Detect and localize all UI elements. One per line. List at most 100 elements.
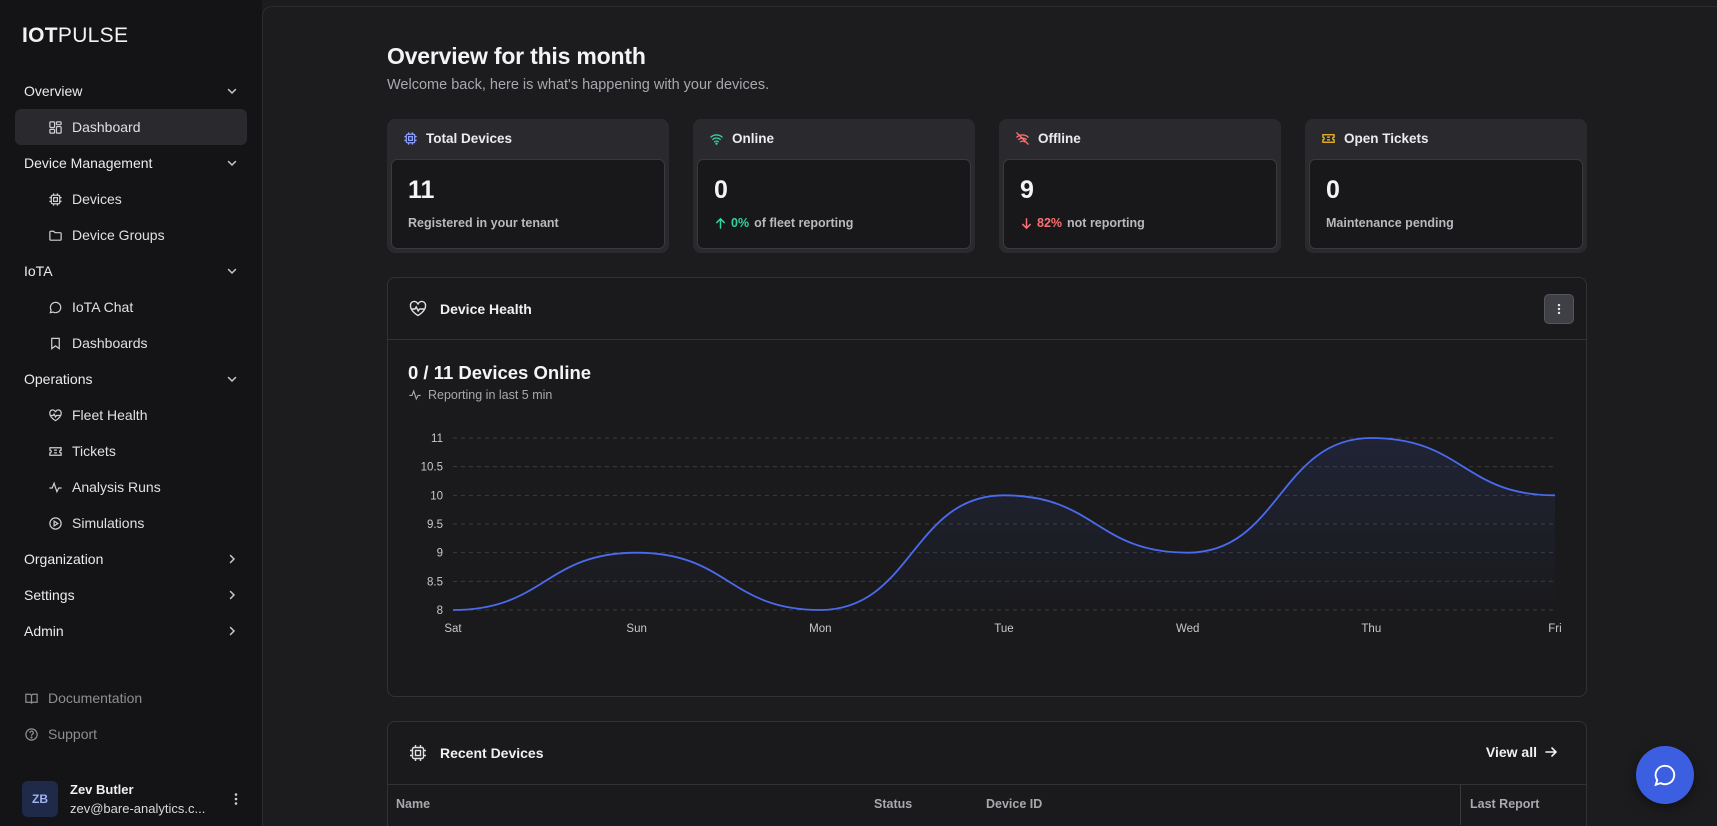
sidebar-item-devices[interactable]: Devices [15,181,247,217]
sidebar-nav: Overview Dashboard Device Management Dev… [0,73,262,649]
chevron-down-icon [227,376,237,383]
documentation-label: Documentation [48,690,143,706]
nav-section-settings[interactable]: Settings [0,577,262,613]
stat-card-open-tickets[interactable]: Open Tickets 0 Maintenance pending [1305,119,1587,253]
devices-online-summary: 0 / 11 Devices Online [408,362,592,383]
wifi-off-icon [1016,131,1029,145]
nav-section-label: Device Management [24,155,153,171]
stat-delta: 0% [731,216,750,230]
sidebar-item-tickets[interactable]: Tickets [15,433,247,469]
nav-section-label: Admin [24,623,64,639]
card-title: Recent Devices [440,745,544,761]
sidebar-item-fleet-health[interactable]: Fleet Health [15,397,247,433]
y-tick-label: 9 [437,548,443,560]
nav-section-admin[interactable]: Admin [0,613,262,649]
stat-description: not reporting [1067,216,1145,230]
sidebar-item-dashboard[interactable]: Dashboard [15,109,247,145]
sidebar-footer-links: Documentation Support [0,680,262,752]
chevron-down-icon [227,160,237,167]
sidebar-item-device-groups[interactable]: Device Groups [15,217,247,253]
table-header: Name Status Device ID Last Report [388,784,1586,825]
sidebar-item-analysis-runs[interactable]: Analysis Runs [15,469,247,505]
recent-devices-header: Recent Devices View all [388,722,1586,784]
chevron-down-icon [227,88,237,95]
device-health-header: Device Health [388,278,1586,340]
nav-section-operations[interactable]: Operations [0,361,262,397]
sidebar-item-label: Fleet Health [72,407,148,423]
column-header-last-report[interactable]: Last Report [1470,797,1540,811]
x-tick-label: Tue [994,623,1013,635]
sidebar-item-label: Dashboard [72,119,141,135]
user-name: Zev Butler [70,782,134,797]
stat-card-offline[interactable]: Offline 9 82% not reporting [999,119,1281,253]
nav-section-label: Overview [24,83,83,99]
stat-card-online[interactable]: Online 0 0% of fleet reporting [693,119,975,253]
device-health-chart: 8 8.5 9 9.5 10 10.5 11 Sat Sun Mon Tue Wed Thu Fri [421,433,1562,635]
chevron-down-icon [227,268,237,275]
chevron-right-icon [229,590,236,600]
ticket-icon [49,446,62,456]
page-subtitle: Welcome back, here is what's happening w… [387,77,770,93]
view-all-button[interactable]: View all [1486,744,1558,760]
stat-label: Online [732,130,775,146]
play-circle-icon [49,516,62,530]
recent-devices-card: Recent Devices View all Name Status Devi… [387,721,1587,826]
health-subtitle-text: Reporting in last 5 min [428,388,553,402]
avatar: ZB [22,781,58,817]
user-info: Zev Butler zev@bare-analytics.c... [70,782,228,816]
activity-icon [49,481,62,493]
sidebar-item-iota-chat[interactable]: IoTA Chat [15,289,247,325]
card-title: Device Health [440,300,532,317]
y-tick-label: 8.5 [427,576,443,588]
nav-section-label: Operations [24,371,93,387]
nav-section-overview[interactable]: Overview [0,73,262,109]
chat-bubble-icon [49,301,62,313]
column-divider [1460,785,1461,825]
dashboard-icon [49,120,62,134]
nav-section-organization[interactable]: Organization [0,541,262,577]
more-vertical-icon [1557,303,1561,315]
nav-section-iota[interactable]: IoTA [0,253,262,289]
nav-section-label: IoTA [24,263,53,279]
nav-section-label: Organization [24,551,104,567]
x-tick-label: Sat [444,623,462,635]
x-tick-label: Fri [1548,623,1561,635]
arrow-down-icon [1022,217,1031,229]
nav-section-label: Settings [24,587,75,603]
app-logo[interactable]: IOTPULSE [22,24,129,47]
activity-icon [409,389,421,401]
sidebar-item-dashboards[interactable]: Dashboards [15,325,247,361]
health-subtitle: Reporting in last 5 min [408,388,552,402]
sidebar: IOTPULSE Overview Dashboard Device Manag… [0,0,262,826]
arrow-right-icon [1545,747,1558,757]
sidebar-item-label: Simulations [72,515,145,531]
sidebar-item-simulations[interactable]: Simulations [15,505,247,541]
sidebar-item-label: Device Groups [72,227,165,243]
documentation-link[interactable]: Documentation [0,680,262,716]
support-link[interactable]: Support [0,716,262,752]
sidebar-item-label: IoTA Chat [72,299,134,315]
book-icon [25,693,38,704]
bookmark-icon [51,337,60,350]
stat-value: 11 [408,176,435,204]
stat-card-total-devices[interactable]: Total Devices 11 Registered in your tena… [387,119,669,253]
device-health-card: Device Health 0 / 11 Devices Online Repo… [387,277,1587,697]
card-menu-button[interactable] [1544,294,1574,324]
x-tick-label: Mon [809,623,831,635]
main-content: Overview for this month Welcome back, he… [262,6,1717,826]
support-label: Support [48,726,98,742]
stat-value: 0 [714,176,728,204]
column-header-device-id[interactable]: Device ID [986,797,1043,811]
column-header-name[interactable]: Name [396,797,431,811]
chat-fab-button[interactable] [1636,746,1694,804]
stat-label: Total Devices [426,130,513,146]
page-title: Overview for this month [387,43,646,69]
more-vertical-icon[interactable] [228,791,244,807]
nav-section-device-management[interactable]: Device Management [0,145,262,181]
user-profile[interactable]: ZB Zev Butler zev@bare-analytics.c... [22,780,244,818]
arrow-up-icon [716,217,725,229]
help-circle-icon [25,727,38,741]
chart-area-fill [453,438,1555,610]
stat-value: 9 [1020,176,1034,204]
column-header-status[interactable]: Status [874,797,913,811]
